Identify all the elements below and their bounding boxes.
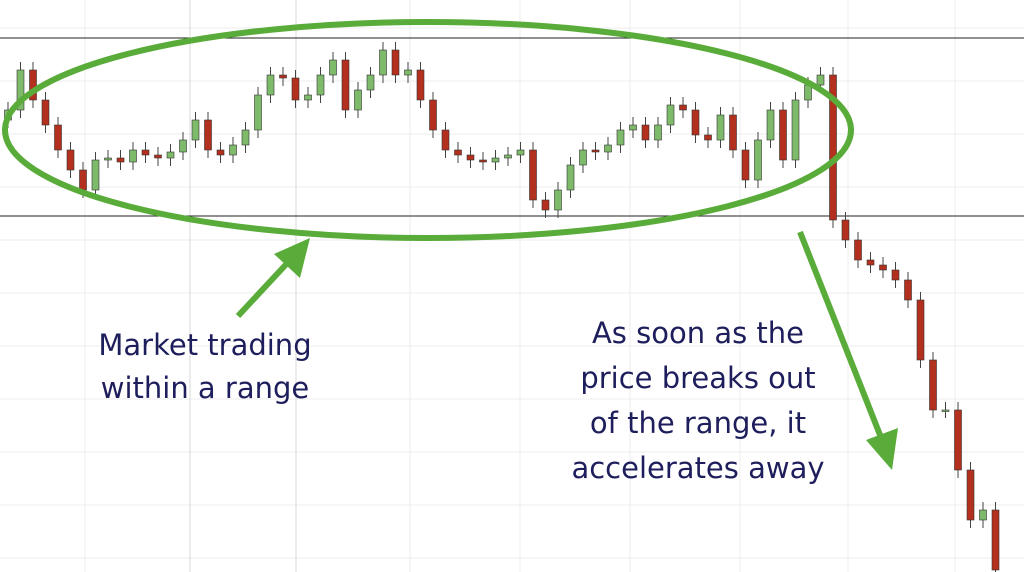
candle-body <box>954 409 962 471</box>
candle-body <box>491 157 500 163</box>
candle-body <box>604 144 612 153</box>
candle-body <box>304 94 312 101</box>
candle-body <box>879 264 887 271</box>
candle-body <box>979 509 987 521</box>
candle-body <box>941 409 950 412</box>
candle-body <box>79 169 87 191</box>
annotation-line: of the range, it <box>590 406 806 440</box>
annotation-line: price breaks out <box>580 361 815 395</box>
candle-body <box>341 59 350 111</box>
candle-body <box>741 149 750 181</box>
candle-body <box>104 157 112 161</box>
candle-body <box>179 139 187 153</box>
candle-body <box>266 74 275 96</box>
arrow-right <box>797 230 898 470</box>
annotation-line: within a range <box>101 371 310 405</box>
candle-body <box>891 269 900 281</box>
candle-body <box>904 279 912 301</box>
candle-body <box>166 151 175 159</box>
candle-body <box>316 74 325 96</box>
candle-body <box>766 109 775 141</box>
candle-body <box>629 124 637 131</box>
candle-body <box>591 149 600 153</box>
candle-body <box>566 164 575 191</box>
candle-body <box>791 99 800 161</box>
candle-body <box>429 99 437 131</box>
candle-body <box>54 124 62 151</box>
candle-body <box>854 239 862 261</box>
candle-body <box>29 69 37 101</box>
candle-body <box>829 74 837 221</box>
annotation-line: As soon as the <box>592 316 804 350</box>
candle-body <box>66 149 75 171</box>
candle-body <box>691 109 700 136</box>
candle-body <box>479 159 487 163</box>
candle-body <box>816 74 825 86</box>
candle-body <box>16 69 25 111</box>
candle-body <box>91 159 100 191</box>
candle-body <box>441 129 450 151</box>
candle-body <box>354 89 362 111</box>
candle-body <box>116 157 125 163</box>
candle-body <box>541 199 550 211</box>
candle-body <box>554 189 562 211</box>
candle-body <box>41 99 50 126</box>
candle-body <box>366 74 375 91</box>
range-ellipse <box>2 19 854 241</box>
candle-body <box>641 124 650 141</box>
candle-body <box>716 114 725 141</box>
candle-body <box>404 69 412 76</box>
candle-body <box>729 114 737 151</box>
candle-body <box>666 104 675 126</box>
candle-body <box>191 119 200 141</box>
candle-body <box>779 109 787 161</box>
candle-body <box>654 124 662 141</box>
candle-body <box>241 129 250 146</box>
candle-body <box>929 359 937 411</box>
candle-body <box>229 144 237 156</box>
candle-body <box>704 134 712 141</box>
arrow-left <box>235 238 310 319</box>
candle-body <box>991 509 1000 571</box>
candle-body <box>754 139 762 181</box>
candle-body <box>504 154 512 159</box>
candle-body <box>466 154 475 161</box>
candle-body <box>616 129 625 146</box>
candle-body <box>141 149 150 156</box>
annotation-line: accelerates away <box>571 451 824 485</box>
candle-body <box>966 469 975 521</box>
candle-body <box>204 119 212 151</box>
candle-body <box>216 149 225 156</box>
candle-body <box>379 49 387 76</box>
candle-body <box>416 69 425 101</box>
candle-body <box>254 94 262 131</box>
candle-body <box>129 149 137 163</box>
candle-body <box>579 149 587 166</box>
candle-body <box>279 74 287 79</box>
candle-body <box>516 149 525 156</box>
candle-body <box>916 299 925 361</box>
candle-body <box>529 149 537 201</box>
candle-body <box>454 149 462 156</box>
candle-body <box>291 77 300 101</box>
candle-body <box>866 259 875 266</box>
candle-body <box>154 154 162 159</box>
candle-body <box>391 49 400 76</box>
candle-body <box>329 59 337 76</box>
annotation-line: Market trading <box>98 328 311 362</box>
candle-body <box>841 219 850 241</box>
candle-body <box>679 104 687 111</box>
